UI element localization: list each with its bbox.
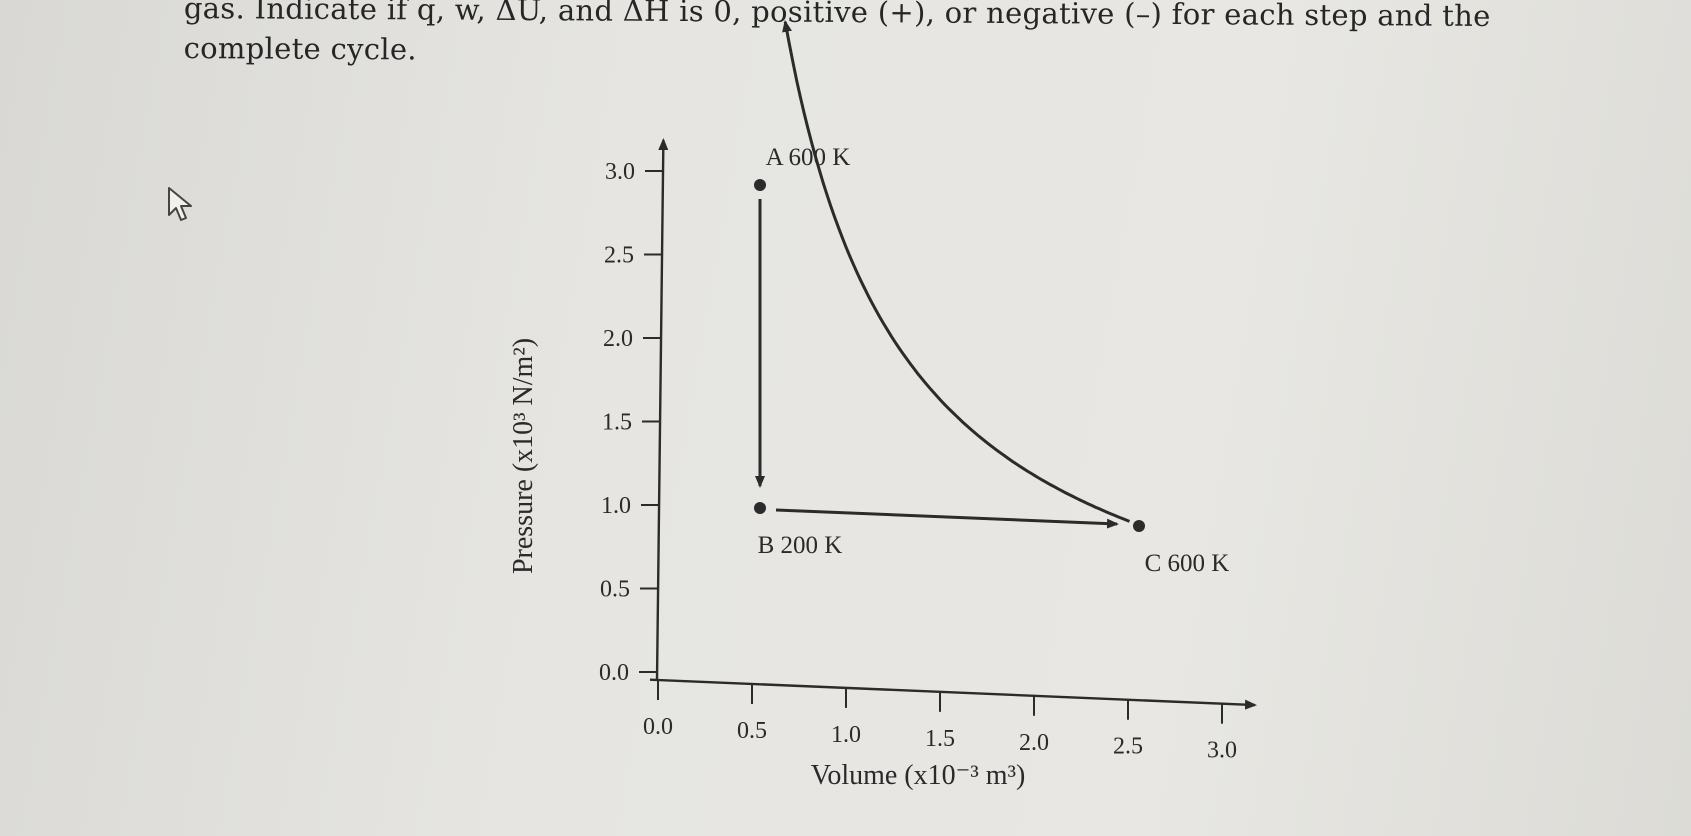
x-tick-label: 1.0 [831,722,861,748]
path-c-to-a [782,19,1131,523]
y-axis-line [655,138,669,681]
y-ticks: 0.0 0.5 1.0 1.5 2.0 2.5 3.0 [599,159,663,686]
y-tick-label: 3.0 [605,159,635,185]
state-points: A 600 K B 200 K C 600 K [754,144,1229,577]
x-axis-line [649,678,1257,710]
y-axis-label: Pressure (x10³ N/m²) [508,338,539,574]
y-tick-label: 1.0 [601,493,631,519]
point-label-a: A 600 K [766,144,851,171]
point-label-c: C 600 K [1145,550,1230,577]
x-axis-label: Volume (x10⁻³ m³) [811,760,1026,791]
arrow-cursor-icon [168,187,192,221]
axes [649,138,1257,710]
x-ticks: 0.0 0.5 1.0 1.5 2.0 2.5 3.0 [643,680,1237,764]
y-tick-label: 0.0 [599,660,629,686]
y-tick-label: 2.5 [604,243,634,269]
y-tick-label: 2.0 [603,326,633,352]
point-c [1133,520,1145,532]
x-tick-label: 2.5 [1113,734,1143,760]
x-tick-label: 2.0 [1019,730,1049,756]
cycle-paths [755,19,1131,529]
y-tick-label: 0.5 [600,577,630,603]
point-b [754,502,766,514]
path-b-to-c [775,508,1119,529]
x-tick-label: 0.0 [643,714,673,740]
y-tick-label: 1.5 [602,410,632,436]
point-a [754,179,766,191]
x-tick-label: 3.0 [1207,738,1237,764]
point-label-b: B 200 K [758,532,843,559]
x-tick-label: 1.5 [925,726,955,752]
x-tick-label: 0.5 [737,718,767,744]
